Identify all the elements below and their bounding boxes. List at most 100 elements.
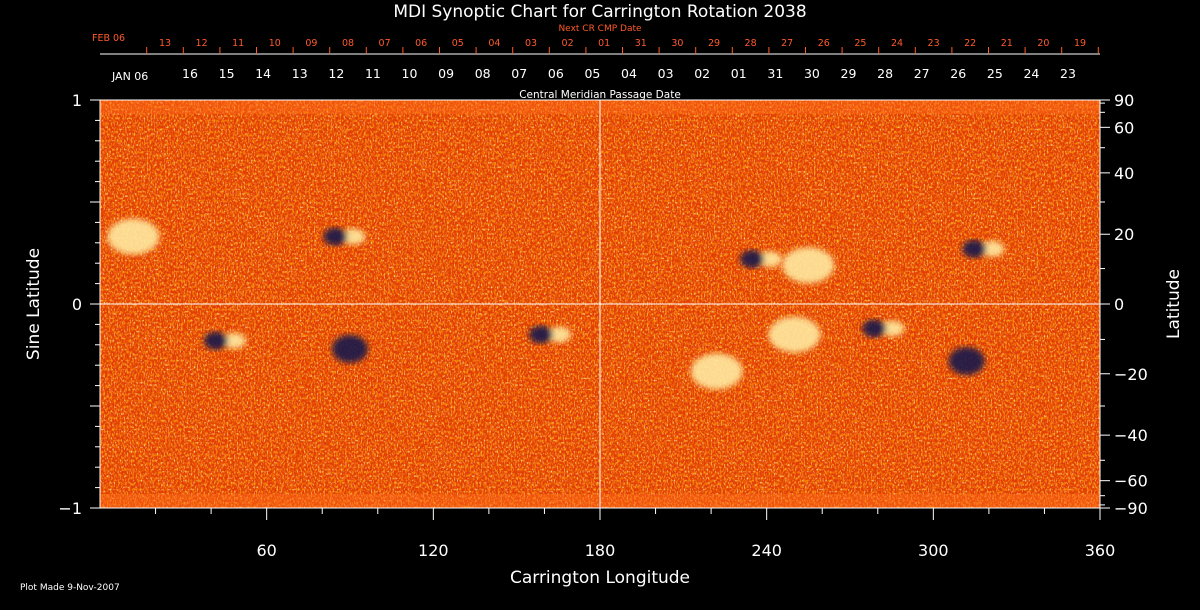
top-day-labels: 13 12 11 10 09 08 07 06 05 04 03 02 01 31 30 29 28 27 26 25… [159, 38, 1086, 49]
top-day-ticks [146, 47, 1099, 54]
bottom-day-label: 10 [402, 66, 418, 81]
left-tick-label: 1 [72, 91, 82, 110]
right-tick-label: 0 [1114, 295, 1124, 314]
left-tick-label: 0 [72, 295, 82, 314]
bottom-day-label: 16 [182, 66, 198, 81]
y-axis-label-right: Latitude [1164, 269, 1184, 339]
negative-flux-patch [529, 325, 553, 344]
right-tick-label: 40 [1114, 164, 1134, 183]
positive-flux-patch [690, 353, 743, 390]
top-day-label: 09 [305, 38, 317, 49]
positive-flux-patch [107, 218, 160, 255]
active-regions [107, 218, 1005, 390]
top-day-label: 03 [525, 38, 537, 49]
active-region [768, 316, 821, 353]
bottom-day-label: 09 [438, 66, 454, 81]
cmp-caption: Central Meridian Passage Date [519, 89, 681, 101]
top-day-label: 06 [415, 38, 427, 49]
active-region [332, 334, 368, 363]
negative-flux-patch [948, 347, 985, 376]
y-axis-label-left: Sine Latitude [24, 248, 44, 360]
active-region [323, 227, 366, 246]
bottom-day-label: 24 [1023, 66, 1039, 81]
right-axis-tick-labels: 90 60 40 20 0 −20 −40 −60 −90 [1114, 91, 1148, 518]
top-day-label: 05 [452, 38, 464, 49]
bottom-day-label: 12 [328, 66, 344, 81]
top-day-label: 23 [928, 38, 940, 49]
active-region [740, 250, 783, 269]
positive-flux-patch [547, 326, 571, 343]
top-day-label: 25 [854, 38, 866, 49]
top-day-label: 20 [1037, 38, 1049, 49]
top-day-label: 12 [196, 38, 208, 49]
top-day-label: 13 [159, 38, 171, 49]
bottom-day-label: 26 [950, 66, 966, 81]
next-cmp-caption: Next CR CMP Date [558, 24, 642, 34]
bottom-day-label: 03 [658, 66, 674, 81]
right-tick-label: −60 [1114, 472, 1148, 491]
active-region [962, 239, 1005, 258]
right-tick-label: 20 [1114, 225, 1134, 244]
positive-flux-patch [980, 240, 1005, 257]
bottom-day-label: 04 [621, 66, 637, 81]
bottom-day-label: 25 [987, 66, 1003, 81]
active-region [782, 247, 835, 284]
left-tick-label: −1 [58, 499, 82, 518]
top-day-label: 02 [562, 38, 574, 49]
active-region [862, 319, 905, 338]
right-tick-label: 90 [1114, 91, 1134, 110]
bottom-day-label: 01 [731, 66, 747, 81]
active-region [204, 331, 246, 350]
bottom-day-label: 15 [219, 66, 235, 81]
bottom-day-label: 27 [914, 66, 930, 81]
top-day-label: 31 [635, 38, 647, 49]
x-tick-label: 60 [256, 541, 276, 560]
bottom-day-label: 14 [255, 66, 271, 81]
top-day-label: 07 [379, 38, 391, 49]
top-day-label: 22 [964, 38, 976, 49]
left-axis-tick-labels: −1 0 1 [58, 91, 82, 518]
top-day-label: 27 [781, 38, 793, 49]
bottom-month-label: JAN 06 [111, 70, 148, 83]
top-month-label: FEB 06 [92, 33, 125, 44]
bottom-day-label: 06 [548, 66, 564, 81]
top-day-label: 10 [269, 38, 281, 49]
positive-flux-patch [222, 332, 246, 349]
top-day-label: 30 [671, 38, 683, 49]
top-day-label: 11 [232, 38, 244, 49]
top-day-label: 28 [745, 38, 757, 49]
bottom-day-label: 05 [584, 66, 600, 81]
right-tick-label: −90 [1114, 499, 1148, 518]
chart-title: MDI Synoptic Chart for Carrington Rotati… [393, 2, 806, 22]
top-day-label: 29 [708, 38, 720, 49]
top-day-label: 24 [891, 38, 903, 49]
bottom-day-label: 13 [292, 66, 308, 81]
bottom-day-label: 23 [1060, 66, 1076, 81]
bottom-day-label: 07 [511, 66, 527, 81]
x-tick-label: 300 [918, 541, 949, 560]
active-region [529, 325, 571, 344]
right-tick-label: −20 [1114, 365, 1148, 384]
x-tick-label: 180 [585, 541, 616, 560]
positive-flux-patch [768, 316, 821, 353]
positive-flux-patch [880, 320, 905, 337]
positive-flux-patch [758, 251, 783, 268]
bottom-day-label: 28 [877, 66, 893, 81]
x-tick-label: 360 [1085, 541, 1116, 560]
positive-flux-patch [341, 228, 366, 245]
bottom-day-label: 02 [694, 66, 710, 81]
top-day-label: 04 [488, 38, 500, 49]
positive-flux-patch [782, 247, 835, 284]
x-axis-label: Carrington Longitude [510, 568, 690, 588]
negative-flux-patch [862, 319, 887, 338]
bottom-day-label: 31 [767, 66, 783, 81]
x-tick-label: 120 [418, 541, 449, 560]
top-day-label: 08 [342, 38, 354, 49]
x-tick-label: 240 [751, 541, 782, 560]
top-day-label: 01 [598, 38, 610, 49]
negative-flux-patch [204, 331, 228, 350]
negative-flux-patch [962, 239, 987, 258]
right-tick-label: 60 [1114, 118, 1134, 137]
left-axis-ticks [90, 99, 100, 509]
